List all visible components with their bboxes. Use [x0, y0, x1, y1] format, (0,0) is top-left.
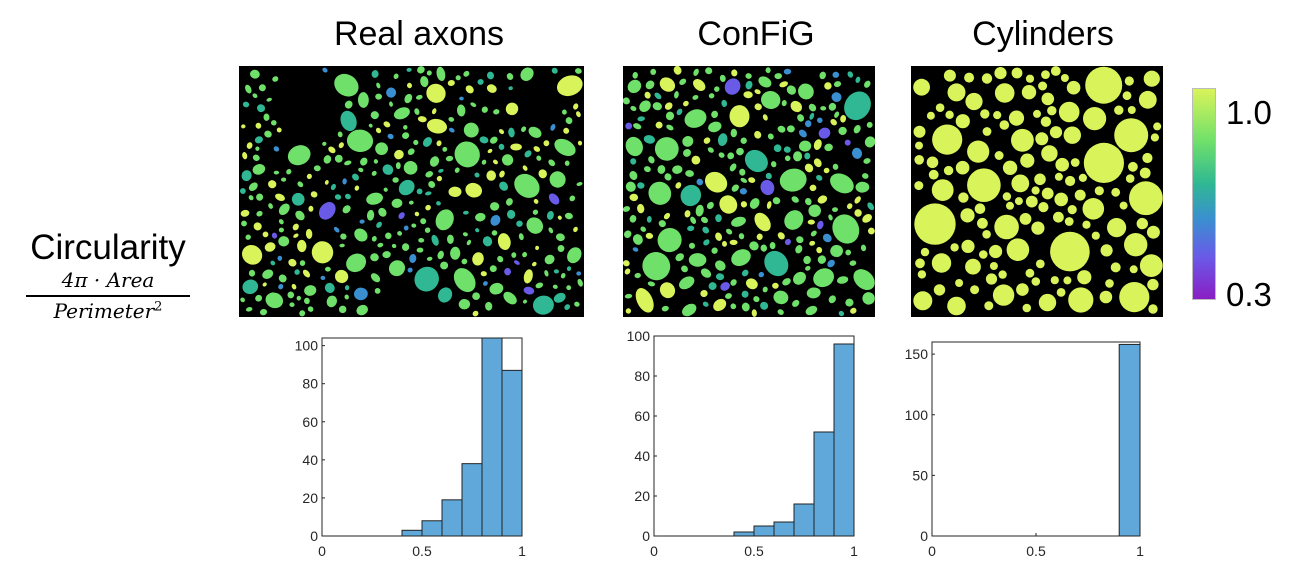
formula-denominator-wrap: Perimeter2 — [18, 297, 198, 323]
histogram-cylinders: 0 50 100 150 0 0.5 1 — [905, 341, 1144, 559]
y-tick-label: 20 — [634, 488, 650, 504]
y-tick-label: 20 — [302, 490, 318, 506]
y-tick-label: 80 — [634, 368, 650, 384]
formula-numerator: 4π · Area — [61, 268, 155, 292]
y-tick-label: 0 — [642, 528, 650, 544]
histogram-bar — [793, 503, 815, 537]
fraction-bar — [26, 295, 190, 297]
formula-denominator: Perimeter — [53, 299, 155, 323]
histogram-bar — [1118, 343, 1141, 537]
histogram-bar — [421, 520, 443, 537]
cylinders-image — [911, 66, 1163, 317]
histogram-bar — [753, 525, 775, 537]
x-tick-label: 0 — [928, 543, 936, 559]
circularity-label: Circularity 4π · Area Perimeter2 — [18, 228, 198, 323]
x-tick-label: 1 — [1136, 543, 1144, 559]
panel-title-cylinders: Cylinders — [972, 15, 1114, 53]
panel-title-real-axons: Real axons — [333, 15, 505, 53]
x-tick-label: 0.5 — [1026, 543, 1046, 559]
y-tick-label: 40 — [302, 452, 318, 468]
y-tick-label: 100 — [295, 338, 319, 354]
histogram-bar — [461, 463, 483, 537]
panel-title-config: ConFiG — [697, 15, 815, 53]
y-tick-label: 40 — [634, 448, 650, 464]
config-image — [623, 66, 875, 317]
plot-frame — [931, 341, 1141, 537]
y-tick-label: 100 — [627, 328, 651, 344]
histogram-real-axons: 0 20 40 60 80 100 0 0.5 1 — [295, 337, 526, 559]
circularity-title: Circularity — [30, 228, 186, 267]
x-tick-label: 0 — [318, 543, 326, 559]
histogram-bar — [733, 531, 755, 537]
circularity-formula: 4π · Area Perimeter2 — [18, 268, 198, 323]
formula-exponent: 2 — [154, 299, 163, 315]
y-tick-label: 50 — [912, 467, 928, 483]
histogram-bar — [481, 337, 503, 537]
real-axons-map — [240, 66, 583, 317]
y-tick-label: 60 — [302, 414, 318, 430]
x-tick-label: 1 — [518, 543, 526, 559]
y-tick-label: 0 — [310, 528, 318, 544]
cylinders-map — [913, 66, 1163, 316]
config-map — [623, 66, 875, 317]
x-tick-label: 0 — [650, 543, 658, 559]
x-tick-label: 1 — [850, 543, 858, 559]
x-tick-label: 0.5 — [412, 543, 432, 559]
histogram-bar — [501, 369, 523, 537]
x-tick-label: 0.5 — [744, 543, 764, 559]
y-tick-label: 60 — [634, 408, 650, 424]
histogram-bar — [813, 431, 835, 537]
y-tick-label: 80 — [302, 376, 318, 392]
real-axons-image — [239, 66, 584, 317]
colorbar-min-label: 0.3 — [1226, 276, 1272, 313]
histogram-bar — [773, 521, 795, 537]
histogram-config: 0 20 40 60 80 100 0 0.5 1 — [627, 328, 858, 559]
histogram-bar — [833, 343, 855, 537]
y-tick-label: 0 — [920, 528, 928, 544]
histogram-bar — [441, 499, 463, 537]
colorbar-max-label: 1.0 — [1226, 94, 1272, 131]
colorbar — [1192, 88, 1216, 300]
histogram-bar — [401, 529, 423, 537]
y-tick-label: 150 — [905, 346, 929, 362]
y-tick-label: 100 — [905, 407, 929, 423]
